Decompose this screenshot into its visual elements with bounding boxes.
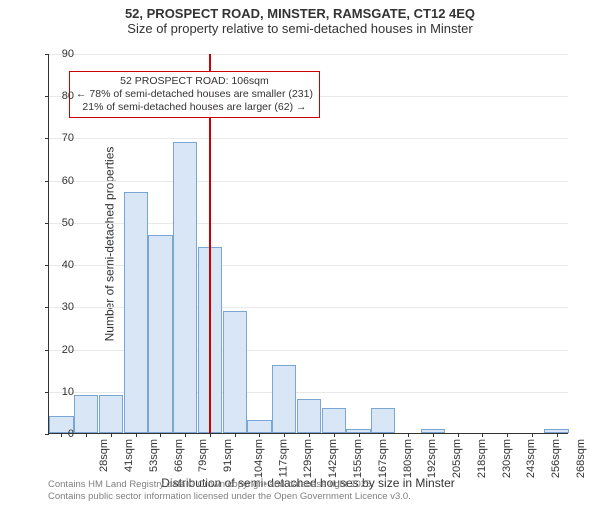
histogram-bar	[223, 311, 247, 433]
x-tick-mark	[408, 433, 409, 437]
histogram-bar	[148, 235, 172, 433]
y-tick-label: 80	[44, 90, 74, 102]
histogram-bar	[371, 408, 395, 433]
histogram-bar	[74, 395, 98, 433]
x-tick-label: 117sqm	[277, 439, 289, 477]
x-tick-label: 41sqm	[123, 439, 135, 472]
x-tick-mark	[557, 433, 558, 437]
x-tick-label: 79sqm	[197, 439, 209, 472]
chart-area: Number of semi-detached properties 28sqm…	[48, 54, 568, 434]
annotation-line: ← 78% of semi-detached houses are smalle…	[76, 88, 313, 101]
histogram-bar	[322, 408, 346, 433]
y-tick-label: 10	[44, 386, 74, 398]
x-tick-label: 243sqm	[525, 439, 537, 478]
x-tick-label: 91sqm	[222, 439, 234, 472]
histogram-bar	[247, 420, 271, 433]
x-tick-label: 180sqm	[402, 439, 414, 478]
y-tick-label: 50	[44, 217, 74, 229]
footnote: Contains HM Land Registry data © Crown c…	[48, 479, 411, 502]
x-tick-mark	[86, 433, 87, 437]
y-tick-label: 60	[44, 175, 74, 187]
x-tick-mark	[136, 433, 137, 437]
x-tick-label: 142sqm	[327, 439, 339, 478]
x-tick-mark	[111, 433, 112, 437]
x-tick-label: 104sqm	[253, 439, 265, 478]
chart-title-sub: Size of property relative to semi-detach…	[0, 21, 600, 36]
footnote-line-2: Contains public sector information licen…	[48, 491, 411, 502]
y-tick-label: 40	[44, 259, 74, 271]
histogram-bar	[173, 142, 197, 433]
x-tick-mark	[359, 433, 360, 437]
chart-title-main: 52, PROSPECT ROAD, MINSTER, RAMSGATE, CT…	[0, 6, 600, 21]
annotation-line: 21% of semi-detached houses are larger (…	[76, 101, 313, 114]
x-tick-mark	[383, 433, 384, 437]
x-tick-label: 155sqm	[352, 439, 364, 478]
x-tick-label: 66sqm	[173, 439, 185, 472]
x-tick-mark	[160, 433, 161, 437]
plot-region: 28sqm41sqm53sqm66sqm79sqm91sqm104sqm117s…	[48, 54, 568, 434]
gridline	[49, 181, 568, 182]
x-tick-mark	[433, 433, 434, 437]
x-tick-mark	[532, 433, 533, 437]
x-tick-label: 268sqm	[575, 439, 587, 478]
gridline	[49, 138, 568, 139]
x-tick-mark	[235, 433, 236, 437]
annotation-line: 52 PROSPECT ROAD: 106sqm	[76, 75, 313, 88]
annotation-box: 52 PROSPECT ROAD: 106sqm← 78% of semi-de…	[69, 71, 320, 118]
y-tick-label: 70	[44, 132, 74, 144]
x-tick-mark	[259, 433, 260, 437]
x-tick-label: 129sqm	[303, 439, 315, 478]
x-tick-mark	[458, 433, 459, 437]
y-tick-label: 0	[44, 428, 74, 440]
x-tick-label: 205sqm	[451, 439, 463, 478]
gridline	[49, 54, 568, 55]
y-tick-label: 90	[44, 48, 74, 60]
x-tick-label: 53sqm	[148, 439, 160, 472]
x-tick-mark	[185, 433, 186, 437]
x-tick-label: 28sqm	[98, 439, 110, 472]
x-tick-mark	[482, 433, 483, 437]
x-tick-label: 167sqm	[377, 439, 389, 478]
histogram-bar	[297, 399, 321, 433]
x-tick-label: 230sqm	[501, 439, 513, 478]
x-tick-label: 218sqm	[476, 439, 488, 478]
x-tick-mark	[309, 433, 310, 437]
histogram-bar	[99, 395, 123, 433]
x-tick-label: 192sqm	[426, 439, 438, 478]
footnote-line-1: Contains HM Land Registry data © Crown c…	[48, 479, 411, 490]
x-tick-mark	[210, 433, 211, 437]
y-tick-label: 30	[44, 301, 74, 313]
x-tick-mark	[334, 433, 335, 437]
x-tick-mark	[284, 433, 285, 437]
x-tick-mark	[507, 433, 508, 437]
y-tick-label: 20	[44, 344, 74, 356]
x-tick-label: 256sqm	[550, 439, 562, 478]
histogram-bar	[124, 192, 148, 433]
histogram-bar	[272, 365, 296, 433]
